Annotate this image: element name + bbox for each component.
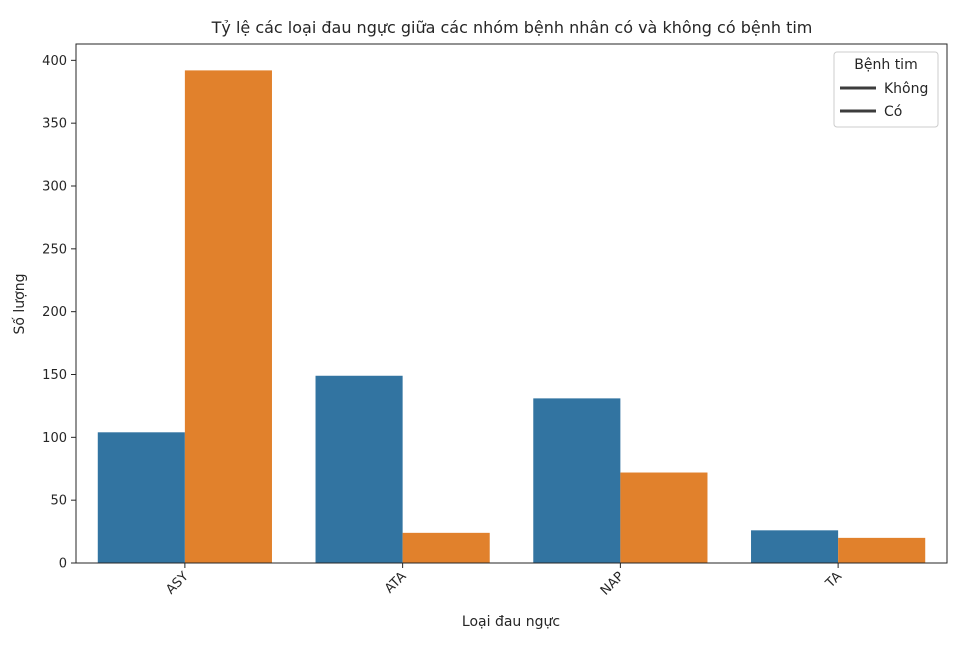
y-axis: 0 50 100 150 200 250 300 350 400 [42, 54, 76, 572]
bar-asy-0 [97, 432, 185, 563]
legend-title: Bệnh tim [854, 57, 917, 73]
legend-box [833, 51, 939, 128]
plot-frame [75, 43, 948, 564]
bar-ata-1 [402, 532, 490, 563]
x-tick-label: ASY [163, 569, 191, 597]
bar-ta-0 [751, 530, 839, 563]
bars-group [97, 70, 926, 563]
y-tick-label: 150 [42, 368, 67, 383]
y-tick-label: 300 [42, 180, 67, 195]
legend-label-khong: Không [884, 81, 928, 97]
plot-area: 0 50 100 150 200 250 300 350 400 ASY ATA NAP TA [42, 43, 948, 599]
bar-nap-0 [533, 398, 621, 563]
y-tick-label: 0 [59, 557, 67, 572]
y-tick-label: 250 [42, 242, 67, 257]
bar-ta-1 [838, 537, 926, 563]
y-axis-label: Số lượng [11, 274, 28, 335]
x-axis: ASY ATA NAP TA [163, 563, 845, 599]
x-tick-label: NAP [598, 569, 627, 598]
y-tick-label: 400 [42, 54, 67, 69]
x-tick-label: ATA [382, 569, 409, 596]
bar-nap-1 [620, 472, 708, 563]
legend: Bệnh tim Không Có [833, 51, 939, 128]
chart-title: Tỷ lệ các loại đau ngực giữa các nhóm bệ… [211, 18, 813, 37]
bar-ata-0 [315, 375, 403, 563]
legend-label-co: Có [884, 104, 902, 120]
y-tick-label: 350 [42, 117, 67, 132]
y-tick-label: 200 [42, 305, 67, 320]
x-tick-label: TA [822, 569, 845, 592]
y-tick-label: 50 [50, 494, 67, 509]
bar-asy-1 [184, 70, 272, 563]
x-axis-label: Loại đau ngực [462, 614, 560, 630]
y-tick-label: 100 [42, 431, 67, 446]
